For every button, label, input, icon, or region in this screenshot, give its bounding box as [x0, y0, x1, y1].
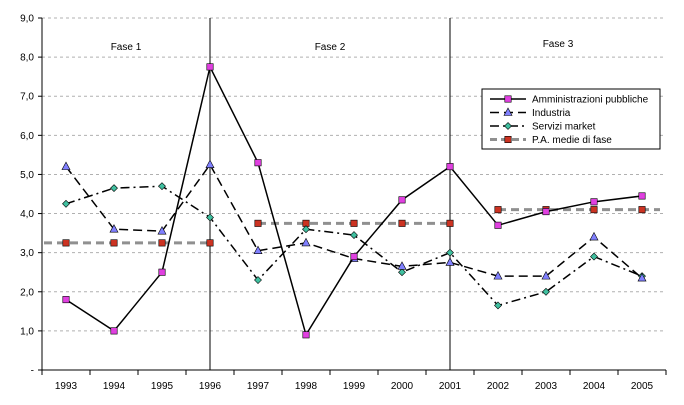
legend-label: Amministrazioni pubbliche — [532, 95, 649, 106]
x-tick-label: 2002 — [487, 381, 510, 392]
data-point — [504, 122, 512, 130]
x-tick-label: 1998 — [295, 381, 318, 392]
data-point — [157, 226, 167, 235]
data-point — [590, 206, 598, 214]
x-tick-label: 1999 — [343, 381, 366, 392]
data-point — [638, 206, 646, 214]
data-point — [109, 224, 119, 233]
data-point — [445, 257, 455, 266]
x-tick-label: 1995 — [151, 381, 174, 392]
data-point — [302, 331, 310, 339]
data-point — [110, 239, 118, 247]
data-point — [504, 95, 512, 103]
legend-item: Servizi market — [490, 122, 596, 133]
data-point — [446, 248, 454, 257]
x-tick-label: 1997 — [247, 381, 270, 392]
phase-dividers: Fase 1 Fase 2 Fase 3 — [111, 18, 574, 370]
series-3 — [62, 182, 646, 310]
data-point — [110, 184, 118, 193]
data-point — [494, 221, 502, 229]
data-point — [158, 239, 166, 247]
phase-label: Fase 3 — [543, 39, 574, 50]
data-point — [494, 301, 502, 310]
x-tick-label: 1996 — [199, 381, 222, 392]
data-point — [494, 206, 502, 214]
x-tick-label: 2001 — [439, 381, 462, 392]
data-point — [503, 107, 513, 116]
x-tick-label: 1994 — [103, 381, 126, 392]
data-point — [158, 182, 166, 191]
data-point — [350, 219, 358, 227]
axes: - 1,0 2,0 3,0 4,0 5,0 6,0 7,0 8,0 9,0 1993 1994 1995… — [20, 14, 667, 392]
phase-label: Fase 2 — [315, 42, 346, 53]
data-point — [158, 268, 166, 276]
data-point — [398, 196, 406, 204]
data-point — [62, 239, 70, 247]
data-point — [302, 225, 310, 234]
legend-item: Amministrazioni pubbliche — [490, 95, 649, 106]
y-tick-label: 3,0 — [20, 248, 34, 259]
data-point — [590, 198, 598, 206]
y-tick-label: - — [31, 366, 34, 377]
data-point — [637, 272, 647, 282]
data-point — [253, 245, 263, 255]
legend-label: Servizi market — [532, 122, 596, 133]
data-point — [590, 252, 598, 261]
x-tick-label: 2000 — [391, 381, 414, 392]
x-tick-label: 2004 — [583, 381, 606, 392]
data-point — [350, 231, 358, 239]
data-point — [397, 261, 407, 270]
data-point — [638, 192, 646, 200]
data-point — [110, 327, 118, 335]
data-point — [206, 63, 214, 71]
y-tick-label: 7,0 — [20, 92, 34, 103]
x-tick-label: 2005 — [631, 381, 654, 392]
data-point — [254, 276, 262, 284]
data-point — [301, 237, 311, 247]
data-point — [254, 219, 262, 227]
data-point — [206, 239, 214, 247]
y-tick-label: 5,0 — [20, 170, 34, 181]
data-point — [446, 163, 454, 171]
data-point — [542, 208, 550, 216]
data-point — [350, 253, 358, 261]
legend-item: Industria — [490, 107, 571, 119]
series-4 — [44, 206, 660, 247]
data-point — [541, 270, 551, 280]
data-point — [206, 213, 214, 222]
y-tick-label: 9,0 — [20, 14, 34, 25]
data-point — [398, 219, 406, 227]
data-point — [398, 268, 406, 277]
data-point — [446, 219, 454, 227]
y-tick-label: 8,0 — [20, 53, 34, 64]
legend-item: P.A. medie di fase — [490, 135, 612, 146]
data-point — [589, 231, 599, 241]
legend-label: Industria — [532, 108, 571, 119]
data-point — [504, 136, 512, 144]
data-point — [205, 159, 215, 168]
series-group — [44, 63, 660, 339]
data-point — [62, 296, 70, 304]
phase-label: Fase 1 — [111, 42, 142, 53]
x-tick-label: 1993 — [55, 381, 78, 392]
data-point — [493, 270, 503, 280]
legend-label: P.A. medie di fase — [532, 135, 612, 146]
x-tick-label: 2003 — [535, 381, 558, 392]
series-1 — [62, 63, 646, 339]
data-point — [61, 161, 71, 170]
y-tick-label: 1,0 — [20, 326, 34, 337]
data-point — [542, 287, 550, 296]
data-point — [62, 199, 70, 208]
y-tick-label: 2,0 — [20, 287, 34, 298]
y-tick-label: 6,0 — [20, 131, 34, 142]
y-tick-label: 4,0 — [20, 209, 34, 220]
data-point — [254, 159, 262, 167]
legend: Amministrazioni pubbliche Industria Serviz… — [481, 88, 661, 150]
